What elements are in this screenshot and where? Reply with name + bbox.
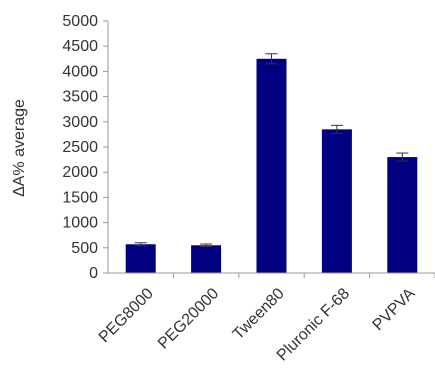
y-tick-label: 3500 xyxy=(62,89,98,106)
y-tick-label: 5000 xyxy=(62,13,98,30)
y-axis-title-group: ΔA% average xyxy=(11,99,28,197)
y-axis-title: ΔA% average xyxy=(11,99,28,197)
y-tick-label: 1000 xyxy=(62,215,98,232)
bar xyxy=(125,244,156,273)
category-label: Tween80 xyxy=(230,285,288,343)
y-tick-label: 2500 xyxy=(62,139,98,156)
category-label-group: PEG20000 xyxy=(155,285,222,352)
y-tick-label: 4000 xyxy=(62,63,98,80)
y-tick-label: 1500 xyxy=(62,189,98,206)
category-label-group: PVPVA xyxy=(370,285,419,334)
bar xyxy=(256,58,287,273)
error-bars xyxy=(134,53,409,248)
y-tick-label: 3000 xyxy=(62,114,98,131)
y-tick-label: 4500 xyxy=(62,38,98,55)
y-tick-label: 0 xyxy=(89,265,98,282)
category-label: PEG20000 xyxy=(155,285,222,352)
category-label: PEG8000 xyxy=(96,285,157,346)
bar xyxy=(191,245,222,273)
y-tick-label: 2000 xyxy=(62,164,98,181)
category-label-group: Tween80 xyxy=(230,285,288,343)
category-label-group: PEG8000 xyxy=(96,285,157,346)
bar xyxy=(321,129,352,273)
bars xyxy=(125,58,418,273)
axes xyxy=(107,21,435,278)
bar xyxy=(387,157,418,273)
y-tick-label: 500 xyxy=(71,240,98,257)
y-ticks: 0 500 1000 1500 2000 2500 3000 3500 4000 4500 5000 xyxy=(62,13,108,282)
category-label: PVPVA xyxy=(370,285,419,334)
